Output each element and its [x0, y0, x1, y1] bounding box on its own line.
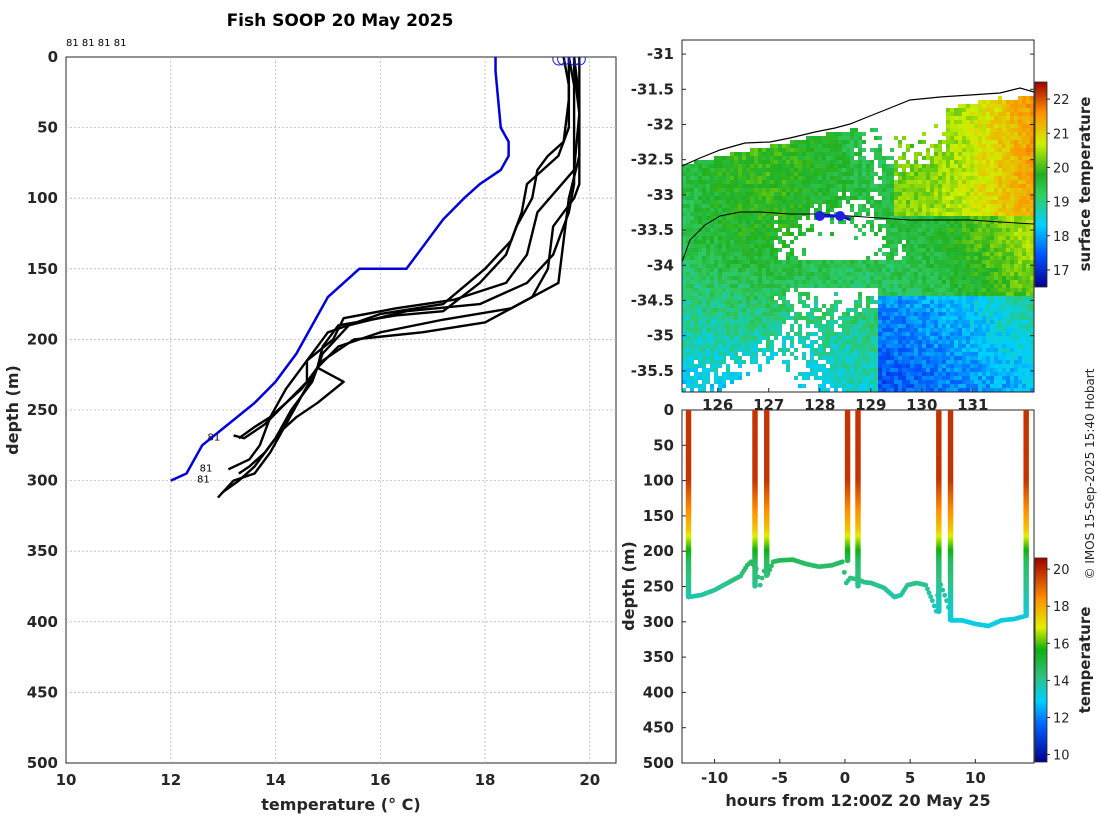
- map-y-tick: -32: [647, 115, 674, 133]
- map-y-tick: -33: [647, 186, 674, 204]
- section-y-tick: 450: [643, 719, 674, 737]
- section-x-tick: 0: [840, 769, 850, 787]
- profile-y-tick: 450: [27, 683, 58, 701]
- sst-colorbar-label: surface temperature: [1076, 97, 1094, 272]
- map-axes-box: [681, 39, 1035, 393]
- section-y-tick: 400: [643, 683, 674, 701]
- cast-id-labels: 81 81 81 81: [66, 38, 126, 49]
- profile-y-tick: 50: [37, 119, 58, 137]
- map-panel: -31 -31.5 -32 -32.5 -33 -33.5 -34 -34.5 -35 -35.5…: [631, 39, 1094, 414]
- profile-y-tick: 500: [27, 754, 58, 772]
- cast-surface-marker: [557, 57, 571, 66]
- profile-y-tick: 100: [27, 189, 58, 207]
- cast-end-label: 81: [197, 475, 210, 486]
- section-y-tick: 100: [643, 472, 674, 490]
- section-y-tick: 0: [664, 401, 674, 419]
- profile-x-label: temperature (° C): [261, 795, 420, 814]
- section-y-tick: 200: [643, 542, 674, 560]
- section-y-tick: 250: [643, 578, 674, 596]
- map-y-tick: -34.5: [631, 291, 674, 309]
- profile-x-tick: 18: [475, 771, 496, 789]
- profile-y-tick: 0: [48, 48, 58, 66]
- map-y-tick: -32.5: [631, 151, 674, 169]
- profile-y-label: depth (m): [3, 365, 22, 455]
- profile-title: Fish SOOP 20 May 2025: [227, 11, 454, 31]
- temp-colorbar-tick: 12: [1053, 711, 1070, 726]
- section-cast-point: [752, 582, 758, 589]
- coastline: [682, 87, 1034, 167]
- sst-colorbar-tick: 21: [1053, 127, 1070, 142]
- temp-colorbar: [1034, 557, 1048, 763]
- section-cast-point: [763, 572, 770, 579]
- section-cast-point: [1023, 612, 1029, 619]
- map-y-tick: -35: [647, 327, 674, 345]
- cast-line: [238, 57, 581, 440]
- sst-colorbar-tick: 17: [1053, 264, 1070, 279]
- section-cast-point: [947, 616, 954, 623]
- section-cast-point: [844, 557, 851, 564]
- section-x-tick: 5: [905, 769, 915, 787]
- cast-surface-marker: [567, 57, 581, 66]
- section-x-label: hours from 12:00Z 20 May 25: [725, 791, 990, 810]
- section-y-tick: 150: [643, 507, 674, 525]
- cast-location-marker: [814, 211, 825, 221]
- temp-colorbar-tick: 16: [1053, 637, 1070, 652]
- sst-colorbar-tick: 19: [1053, 196, 1070, 211]
- cast-end-label: 81: [207, 432, 220, 443]
- cast-line: [217, 57, 581, 499]
- map-y-tick: -31: [647, 45, 674, 63]
- temp-colorbar-tick: 14: [1053, 674, 1070, 689]
- profile-x-tick: 16: [370, 771, 391, 789]
- climatology-line: [170, 57, 510, 482]
- section-cast-point: [855, 582, 861, 589]
- section-y-label: depth (m): [619, 541, 638, 631]
- profile-y-tick: 150: [27, 260, 58, 278]
- section-y-tick: 350: [643, 648, 674, 666]
- profile-x-tick: 14: [265, 771, 286, 789]
- profile-panel: 10 12 14 16 18 200501001502002503003504004505…: [3, 11, 617, 814]
- profile-x-tick: 12: [160, 771, 181, 789]
- section-x-tick: 10: [965, 769, 986, 787]
- sst-heatmap: [682, 40, 1034, 392]
- cast-end-label: 81: [200, 463, 213, 474]
- section-x-tick: -5: [771, 769, 788, 787]
- map-y-tick: -33.5: [631, 221, 674, 239]
- cast-surface-marker: [552, 57, 566, 66]
- section-y-tick: 50: [653, 436, 674, 454]
- map-y-tick: -35.5: [631, 362, 674, 380]
- profile-y-tick: 200: [27, 330, 58, 348]
- profile-y-tick: 350: [27, 542, 58, 560]
- cast-line: [238, 57, 571, 475]
- temp-colorbar-label: temperature: [1076, 607, 1094, 714]
- section-x-tick: -10: [701, 769, 728, 787]
- profile-x-tick: 10: [56, 771, 77, 789]
- ship-track: [819, 214, 851, 221]
- sst-colorbar: [1034, 81, 1048, 288]
- map-y-tick: -34: [647, 256, 674, 274]
- profile-axes-box: [65, 56, 617, 764]
- sst-colorbar-tick: 20: [1053, 161, 1070, 176]
- cast-location-marker: [835, 211, 846, 221]
- section-y-tick: 500: [643, 754, 674, 772]
- map-y-tick: -31.5: [631, 80, 674, 98]
- temp-colorbar-tick: 20: [1053, 563, 1070, 578]
- section-panel: -10 -5 0 5 10050100150200250300350400450500 …: [619, 401, 1094, 810]
- section-cast-point: [936, 608, 942, 615]
- profile-y-tick: 300: [27, 472, 58, 490]
- profile-y-tick: 250: [27, 401, 58, 419]
- profile-x-tick: 20: [579, 771, 600, 789]
- profile-y-tick: 400: [27, 613, 58, 631]
- temp-colorbar-tick: 18: [1053, 600, 1070, 615]
- temp-colorbar-tick: 10: [1053, 749, 1070, 764]
- copyright-note: © IMOS 15-Sep-2025 15:40 Hobart: [1083, 368, 1097, 579]
- cast-surface-marker: [572, 57, 586, 66]
- section-y-tick: 300: [643, 613, 674, 631]
- sst-colorbar-tick: 22: [1053, 93, 1070, 108]
- sst-colorbar-tick: 18: [1053, 230, 1070, 245]
- section-cast-point: [685, 593, 692, 600]
